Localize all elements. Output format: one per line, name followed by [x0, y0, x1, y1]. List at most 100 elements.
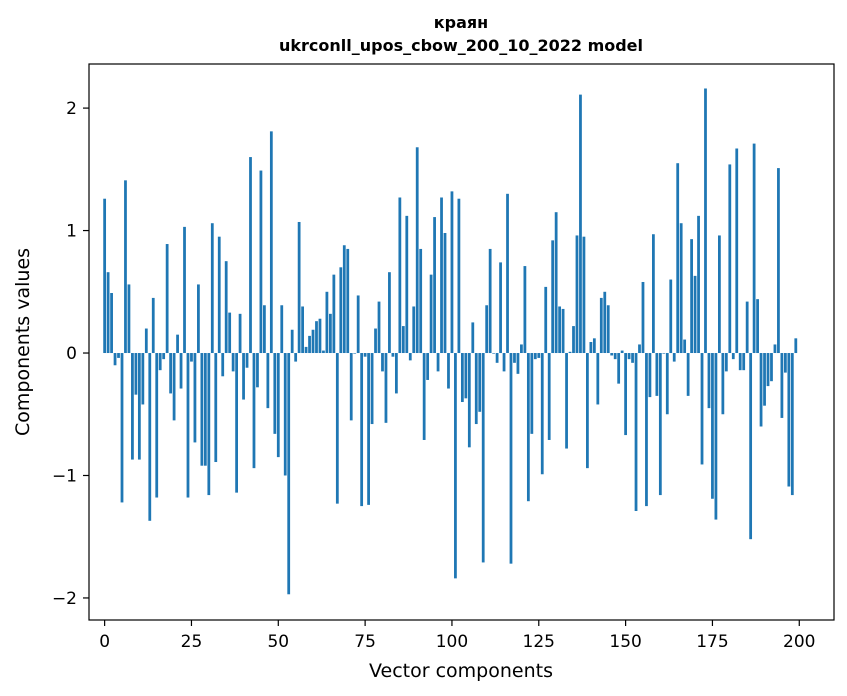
bar-96 [436, 353, 440, 372]
bar-63 [322, 350, 325, 354]
bar-70 [346, 248, 350, 354]
bar-130 [554, 212, 558, 354]
x-tick-label: 0 [99, 632, 110, 652]
bar-151 [627, 353, 631, 360]
bar-164 [672, 353, 676, 362]
bar-28 [200, 353, 204, 466]
bar-121 [523, 266, 527, 354]
bar-47 [266, 353, 270, 409]
x-tick-label: 150 [609, 632, 641, 652]
bar-142 [596, 353, 600, 405]
bar-33 [217, 236, 221, 354]
bar-71 [349, 353, 353, 421]
bar-132 [561, 308, 565, 354]
bar-38 [235, 353, 238, 493]
bar-175 [711, 353, 714, 499]
bar-54 [290, 329, 294, 354]
bar-172 [700, 353, 704, 465]
bar-88 [408, 353, 412, 361]
bar-168 [686, 353, 690, 396]
bar-159 [655, 353, 659, 396]
bar-187 [752, 143, 756, 354]
chart-subtitle: ukrconll_upos_cbow_200_10_2022 model [279, 36, 643, 55]
bar-46 [263, 305, 266, 354]
bar-180 [728, 164, 732, 354]
bar-116 [506, 193, 509, 354]
bar-171 [697, 215, 700, 354]
bar-19 [169, 353, 173, 394]
bar-109 [481, 353, 485, 563]
chart-title: краян [434, 13, 488, 32]
bar-42 [249, 157, 252, 354]
bar-29 [203, 353, 207, 466]
bar-69 [342, 245, 346, 354]
bar-197 [787, 353, 791, 487]
bar-95 [433, 217, 436, 354]
bar-169 [690, 239, 693, 354]
bar-157 [648, 353, 652, 398]
bar-21 [176, 334, 179, 354]
bar-9 [134, 353, 138, 395]
bar-123 [530, 353, 534, 434]
bar-92 [422, 353, 426, 440]
bar-98 [443, 233, 447, 354]
bar-34 [221, 353, 225, 377]
bar-59 [308, 335, 311, 354]
bar-166 [679, 223, 683, 354]
bar-45 [259, 170, 263, 354]
bar-112 [492, 353, 496, 354]
bar-60 [311, 329, 315, 354]
bar-67 [335, 353, 339, 504]
bar-191 [766, 353, 770, 387]
bar-22 [179, 353, 183, 389]
bar-6 [124, 180, 127, 354]
bar-17 [162, 353, 166, 360]
bar-198 [790, 353, 794, 496]
x-tick-label: 200 [783, 632, 815, 652]
bar-78 [374, 328, 377, 354]
bar-134 [568, 351, 572, 354]
bar-27 [197, 284, 200, 354]
x-tick-label: 100 [436, 632, 468, 652]
bar-163 [669, 279, 673, 354]
bar-110 [485, 305, 489, 354]
bar-140 [589, 342, 593, 354]
bar-120 [520, 344, 523, 354]
bar-58 [304, 346, 308, 354]
bar-131 [558, 306, 562, 354]
bar-66 [332, 274, 336, 354]
bar-89 [412, 306, 416, 354]
bar-91 [419, 248, 423, 354]
bar-43 [252, 353, 256, 469]
bar-194 [777, 168, 780, 354]
bar-148 [617, 353, 621, 384]
bar-188 [756, 299, 759, 354]
bar-177 [718, 235, 721, 354]
bar-4 [117, 353, 120, 358]
bar-144 [603, 291, 607, 354]
bar-36 [228, 312, 232, 354]
bar-44 [256, 353, 259, 388]
bar-192 [770, 353, 773, 382]
bar-158 [652, 234, 655, 354]
bar-124 [533, 353, 537, 360]
bar-57 [301, 306, 304, 354]
bar-129 [551, 240, 555, 354]
bar-119 [516, 353, 520, 374]
bar-40 [242, 353, 245, 400]
bar-122 [526, 353, 530, 502]
bar-7 [127, 284, 131, 354]
bar-193 [773, 344, 777, 354]
x-axis-ticks: 0 25 50 75 100 125 150 175 200 [99, 620, 815, 652]
bar-106 [471, 322, 475, 354]
bar-18 [165, 244, 169, 354]
bar-26 [193, 353, 197, 443]
bar-5 [120, 353, 124, 503]
bar-127 [544, 286, 548, 354]
bar-80 [381, 353, 384, 372]
bar-64 [325, 291, 329, 354]
bar-24 [186, 353, 190, 498]
bar-87 [405, 215, 409, 354]
bar-107 [474, 353, 478, 425]
